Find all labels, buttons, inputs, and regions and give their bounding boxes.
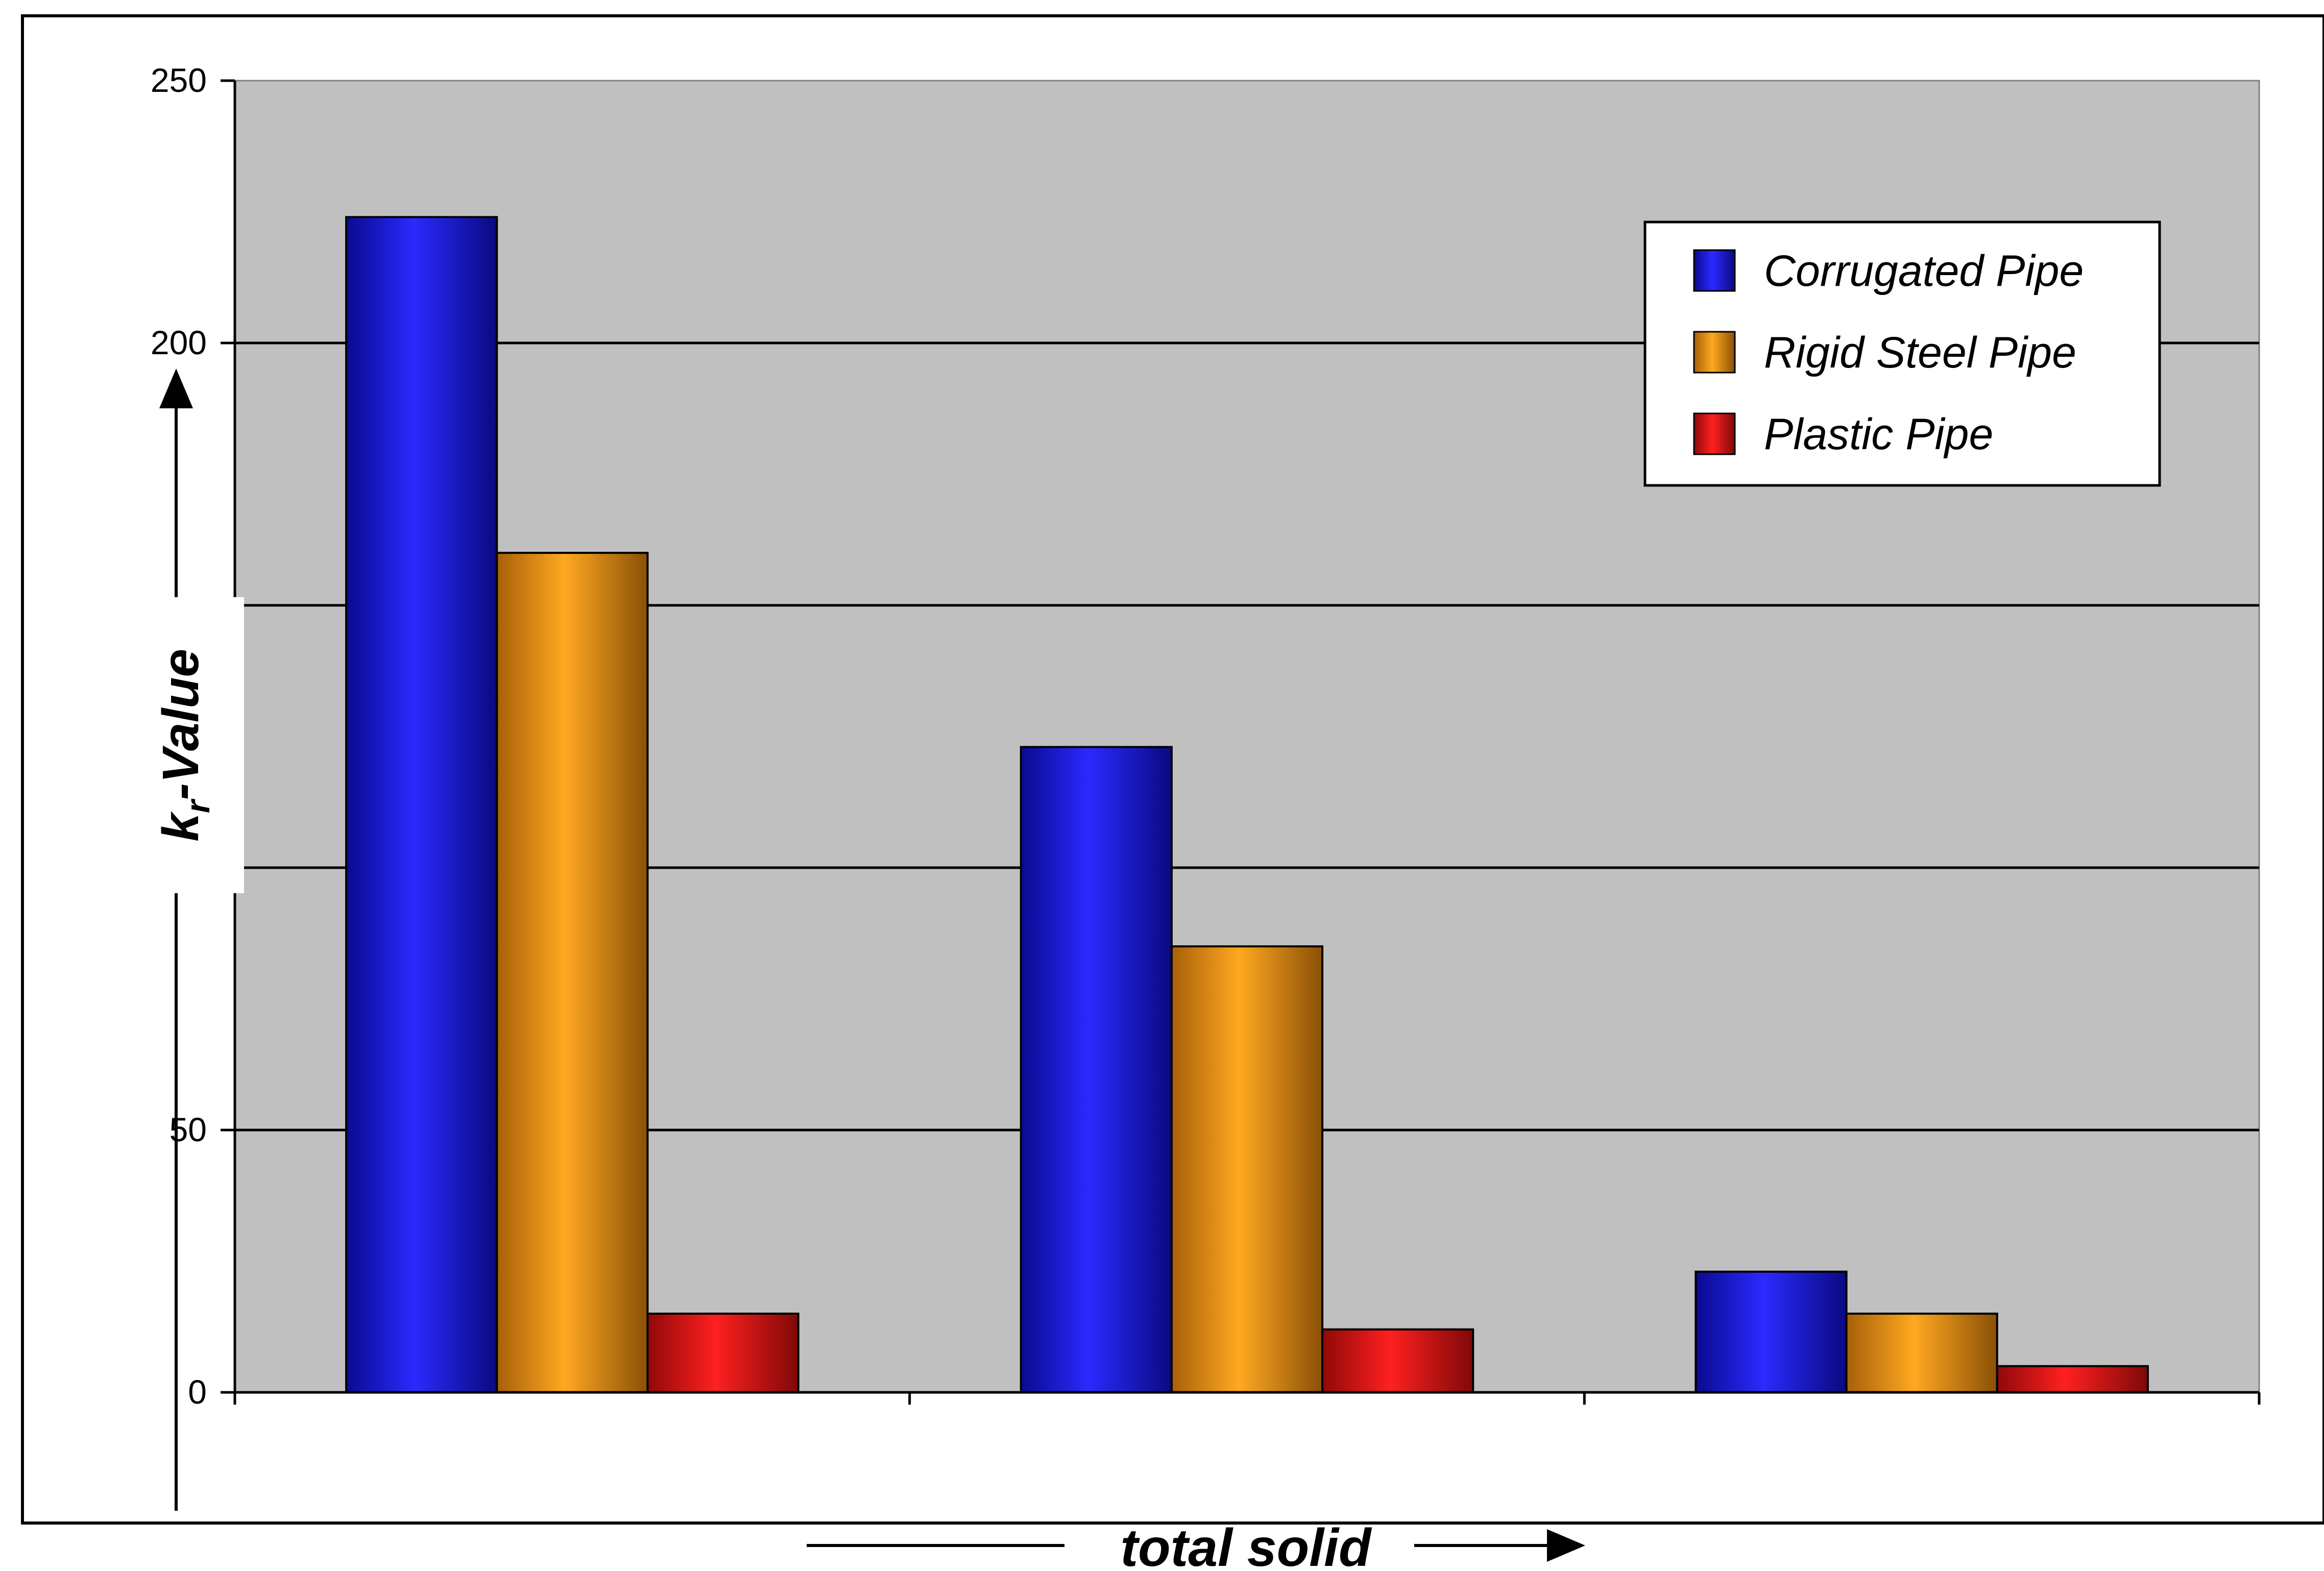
y-axis-title-box [137, 597, 244, 893]
y-axis-title-rest: -Value [152, 649, 209, 800]
legend-swatch [1693, 331, 1736, 374]
y-axis-title-sub: r [179, 798, 216, 813]
legend-label: Corrugated Pipe [1764, 247, 2084, 296]
bar-corrugated-pipe [1694, 1270, 1848, 1394]
x-axis-arrow-head [1547, 1529, 1585, 1562]
legend-label: Plastic Pipe [1764, 410, 1993, 459]
bars [345, 216, 2149, 1394]
y-axis-title-group: kr-Value [137, 369, 244, 1511]
y-axis-title: kr-Value [152, 649, 216, 842]
x-axis-title-group: total solid [807, 1518, 1585, 1571]
y-tick-label: 0 [188, 1373, 207, 1411]
bar-rigid-steel-pipe [496, 552, 649, 1393]
bar-plastic-pipe [1321, 1328, 1474, 1393]
legend-swatch [1693, 249, 1736, 292]
bar-rigid-steel-pipe [1845, 1312, 1998, 1394]
bar-corrugated-pipe [345, 216, 498, 1393]
y-axis-title-main: k [152, 811, 209, 842]
y-tick-label: 200 [151, 324, 207, 361]
bar-plastic-pipe [646, 1312, 800, 1394]
legend-label: Rigid Steel Pipe [1764, 328, 2076, 377]
bar-rigid-steel-pipe [1170, 945, 1324, 1393]
x-axis-title: total solid [1120, 1518, 1372, 1571]
legend: Corrugated Pipe Rigid Steel Pipe Plastic P… [1643, 220, 2161, 487]
bar-plastic-pipe [1996, 1365, 2149, 1394]
legend-swatch [1693, 412, 1736, 455]
bar-corrugated-pipe [1020, 746, 1173, 1393]
y-axis-arrow-head [159, 369, 193, 408]
y-tick-label: 250 [151, 61, 207, 99]
